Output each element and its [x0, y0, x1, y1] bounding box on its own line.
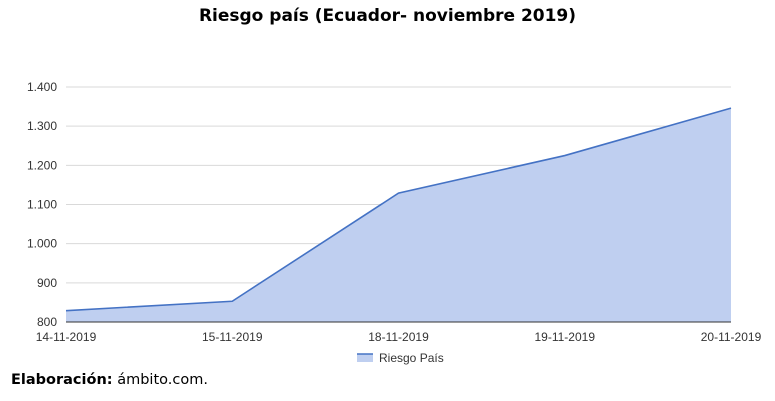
y-tick-label: 1.300 [27, 119, 57, 133]
legend: Riesgo País [357, 351, 444, 365]
credit-label: Elaboración: [11, 372, 113, 388]
x-tick-label: 15-11-2019 [202, 330, 263, 344]
credit-source: ámbito.com. [117, 372, 208, 388]
y-tick-label: 1.400 [27, 80, 57, 94]
x-tick-label: 18-11-2019 [368, 330, 429, 344]
legend-label: Riesgo País [379, 351, 444, 365]
legend-swatch [357, 354, 373, 362]
y-tick-label: 1.200 [27, 158, 57, 172]
y-tick-label: 800 [37, 315, 57, 329]
y-tick-label: 1.000 [27, 237, 57, 251]
area-fill [66, 108, 731, 323]
y-tick-label: 900 [37, 276, 57, 290]
x-tick-label: 20-11-2019 [701, 330, 762, 344]
y-tick-label: 1.100 [27, 198, 57, 212]
chart-title: Riesgo país (Ecuador- noviembre 2019) [198, 6, 577, 26]
x-tick-label: 19-11-2019 [535, 330, 596, 344]
x-axis-ticks: 14-11-2019 15-11-2019 18-11-2019 19-11-2019… [36, 330, 762, 344]
credit-line: Elaboración: ámbito.com. [11, 372, 208, 388]
plot-area [65, 107, 732, 323]
y-axis-ticks: 800 900 1.000 1.100 1.200 1.300 1.400 [27, 80, 57, 329]
x-tick-label: 14-11-2019 [36, 330, 97, 344]
